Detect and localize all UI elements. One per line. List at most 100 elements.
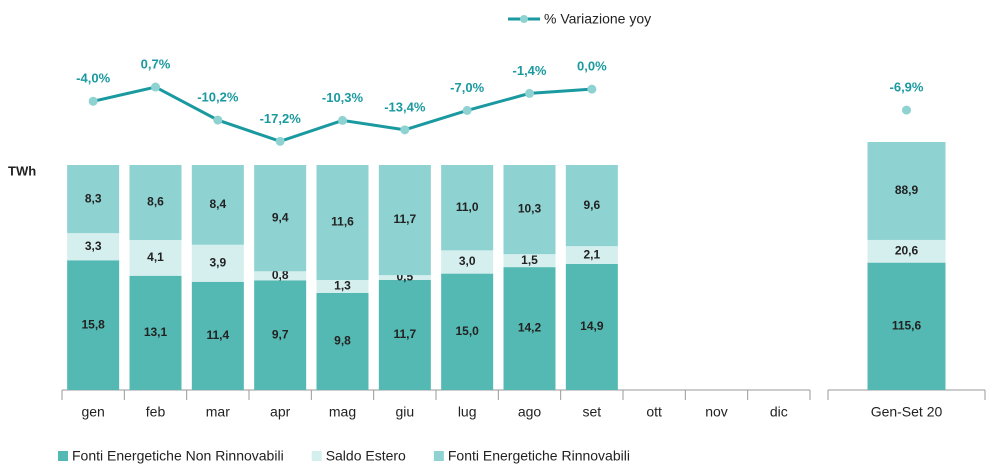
x-tick-label: ago [518, 404, 542, 420]
value-label: 9,6 [583, 198, 600, 212]
bar-segment [441, 250, 494, 274]
line-label: 0,0% [577, 59, 607, 74]
value-label: 2,1 [583, 247, 600, 261]
legend-swatch [433, 451, 444, 461]
value-label: 1,5 [521, 253, 538, 267]
bar-segment [441, 273, 494, 390]
line-marker [275, 136, 285, 146]
line-label: -1,4% [513, 63, 547, 78]
line-label: -17,2% [260, 111, 302, 126]
bar-segment [129, 240, 182, 276]
line-marker [462, 105, 472, 115]
value-label: 10,3 [518, 202, 542, 216]
x-tick-label: giu [395, 404, 414, 420]
bar-segment [503, 165, 556, 255]
legend-swatch [58, 451, 68, 461]
bar-segment [565, 246, 618, 264]
value-label: 9,4 [272, 210, 289, 224]
line-marker [88, 96, 98, 106]
legend-label: Fonti Energetiche Rinnovabili [448, 448, 630, 464]
bar-segment [441, 165, 494, 251]
value-label: 3,3 [85, 239, 102, 253]
value-label: 11,7 [393, 327, 416, 341]
legend-label: Fonti Energetiche Non Rinnovabili [72, 448, 284, 464]
bar-segment [378, 275, 431, 280]
x-tick-label: lug [458, 404, 477, 420]
value-label: 8,4 [209, 197, 226, 211]
legend-marker [520, 15, 528, 23]
bar-segment [565, 165, 618, 247]
bar-segment [503, 254, 556, 268]
x-tick-label: mag [329, 404, 356, 420]
line-label: -10,3% [322, 90, 364, 105]
bar-segment [316, 165, 369, 280]
value-label: 115,6 [892, 318, 922, 332]
bar-segment [316, 292, 369, 390]
x-tick-label: apr [270, 404, 291, 420]
value-label: 8,6 [147, 195, 164, 209]
x-tick-label: set [582, 404, 601, 420]
bar-segment [67, 165, 120, 234]
value-label: 15,8 [81, 317, 105, 331]
bar-segment [129, 165, 182, 240]
line-marker [400, 125, 410, 135]
bar-segment [254, 271, 307, 281]
value-label: 88,9 [895, 183, 919, 197]
bar-segment [191, 244, 244, 282]
bar-segment [565, 263, 618, 390]
bar-segment [129, 275, 182, 390]
bar-segment [503, 267, 556, 390]
legend-swatch [311, 451, 322, 461]
bar-segment [378, 279, 431, 390]
x-tick-label: gen [81, 404, 104, 420]
bar-segment [867, 239, 946, 263]
x-tick-label: ott [646, 404, 662, 420]
line-label: -13,4% [384, 99, 426, 114]
bar-segment [867, 262, 946, 390]
bar-segment [378, 165, 431, 276]
line-marker [213, 115, 223, 125]
legend-label: Saldo Estero [326, 448, 406, 464]
value-label: 3,0 [459, 254, 476, 268]
value-label: 9,7 [272, 327, 289, 341]
line-label: -4,0% [76, 71, 110, 86]
value-label: 9,8 [334, 334, 351, 348]
bar-segment [191, 281, 244, 390]
value-label: 13,1 [144, 325, 168, 339]
value-label: 3,9 [209, 255, 226, 269]
line-marker [902, 105, 911, 115]
value-label: 20,6 [895, 243, 919, 257]
bar-segment [191, 165, 244, 245]
line-marker [338, 115, 347, 125]
value-label: 4,1 [147, 250, 164, 264]
line-label: 0,7% [141, 56, 171, 71]
line-marker [587, 84, 597, 94]
value-label: 14,2 [518, 321, 542, 335]
value-label: 11,7 [393, 212, 416, 226]
value-label: 14,9 [580, 319, 604, 333]
value-label: 8,3 [85, 191, 102, 205]
line-label: -6,9% [890, 80, 924, 95]
line-marker [151, 82, 160, 92]
value-label: 1,3 [334, 279, 351, 293]
legend-label: % Variazione yoy [544, 11, 651, 27]
x-tick-label: mar [206, 404, 230, 420]
line-marker [525, 88, 534, 98]
value-label: 11,6 [331, 215, 354, 229]
bar-segment [867, 142, 946, 240]
value-label: 15,0 [455, 324, 479, 338]
bar-segment [67, 260, 120, 390]
y-axis-label: TWh [8, 163, 36, 178]
bar-segment [254, 165, 307, 272]
value-label: 11,4 [206, 328, 229, 342]
value-label: 11,0 [456, 200, 479, 214]
bar-segment [254, 280, 307, 390]
bar-segment [67, 233, 120, 261]
value-label: 0,8 [272, 268, 289, 282]
x-tick-label: nov [705, 404, 728, 420]
bar-segment [316, 279, 369, 293]
x-tick-label: Gen-Set 20 [871, 404, 943, 420]
x-tick-label: feb [146, 404, 166, 420]
line-label: -10,2% [197, 90, 239, 105]
